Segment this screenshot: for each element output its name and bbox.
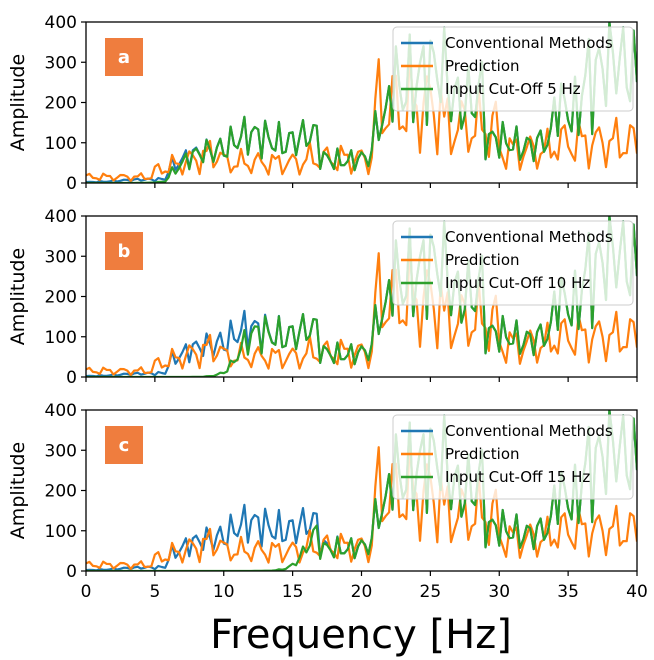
panel-letter-badge — [105, 38, 143, 76]
y-tick-label: 400 — [45, 207, 77, 227]
x-tick-label: 30 — [488, 582, 510, 602]
x-tick-label: 20 — [351, 582, 373, 602]
legend-entry: Input Cut-Off 5 Hz — [445, 80, 581, 98]
x-tick-label: 25 — [420, 582, 442, 602]
y-axis-label: Amplitude — [7, 54, 29, 151]
legend-entry: Conventional Methods — [445, 228, 613, 246]
y-tick-label: 200 — [45, 94, 77, 114]
y-tick-label: 100 — [45, 134, 77, 154]
panel-c: 0 100 200 300 400 0 5 10 15 20 25 30 35 40 Amplitude c C… — [7, 401, 648, 602]
y-tick-label: 300 — [45, 441, 77, 461]
panel-letter: a — [118, 47, 130, 68]
legend-entry: Conventional Methods — [445, 34, 613, 52]
y-tick-label: 400 — [45, 401, 77, 421]
y-tick-label: 100 — [45, 328, 77, 348]
legend-entry: Prediction — [445, 445, 520, 463]
x-tick-label: 35 — [557, 582, 579, 602]
y-axis-label: Amplitude — [7, 442, 29, 539]
legend-entry: Conventional Methods — [445, 422, 613, 440]
input-line — [86, 410, 637, 571]
y-tick-label: 0 — [66, 174, 77, 194]
x-tick-label: 0 — [81, 582, 92, 602]
x-axis-label: Frequency [Hz] — [210, 612, 512, 658]
panel-letter: b — [118, 241, 131, 262]
legend-box — [392, 414, 634, 500]
x-tick-label: 15 — [282, 582, 304, 602]
panel-a: 0 100 200 300 400 Amplitude a Conventional Meth… — [7, 13, 638, 194]
legend-entry: Input Cut-Off 10 Hz — [445, 274, 590, 292]
panel-b: 0 100 200 300 400 Amplitude b Conventional Meth… — [7, 207, 638, 388]
y-tick-label: 200 — [45, 482, 77, 502]
input-line — [86, 216, 637, 377]
x-tick-label: 5 — [149, 582, 160, 602]
y-tick-label: 300 — [45, 247, 77, 267]
y-tick-label: 0 — [66, 562, 77, 582]
legend-box — [392, 220, 634, 306]
y-tick-label: 100 — [45, 522, 77, 542]
input-line — [86, 22, 637, 183]
legend-entry: Prediction — [445, 57, 520, 75]
y-tick-label: 0 — [66, 368, 77, 388]
prediction-line — [86, 444, 637, 571]
y-tick-label: 300 — [45, 53, 77, 73]
legend-entry: Prediction — [445, 251, 520, 269]
x-tick-label: 40 — [626, 582, 648, 602]
prediction-line — [86, 56, 637, 182]
legend-entry: Input Cut-Off 15 Hz — [445, 468, 590, 486]
y-tick-label: 200 — [45, 288, 77, 308]
y-tick-label: 400 — [45, 13, 77, 33]
panel-letter: c — [119, 435, 130, 456]
legend-box — [392, 26, 634, 112]
panel-letter-badge — [105, 426, 143, 464]
prediction-line — [86, 250, 637, 376]
y-axis-label: Amplitude — [7, 248, 29, 345]
x-tick-label: 10 — [213, 582, 235, 602]
panel-letter-badge — [105, 232, 143, 270]
